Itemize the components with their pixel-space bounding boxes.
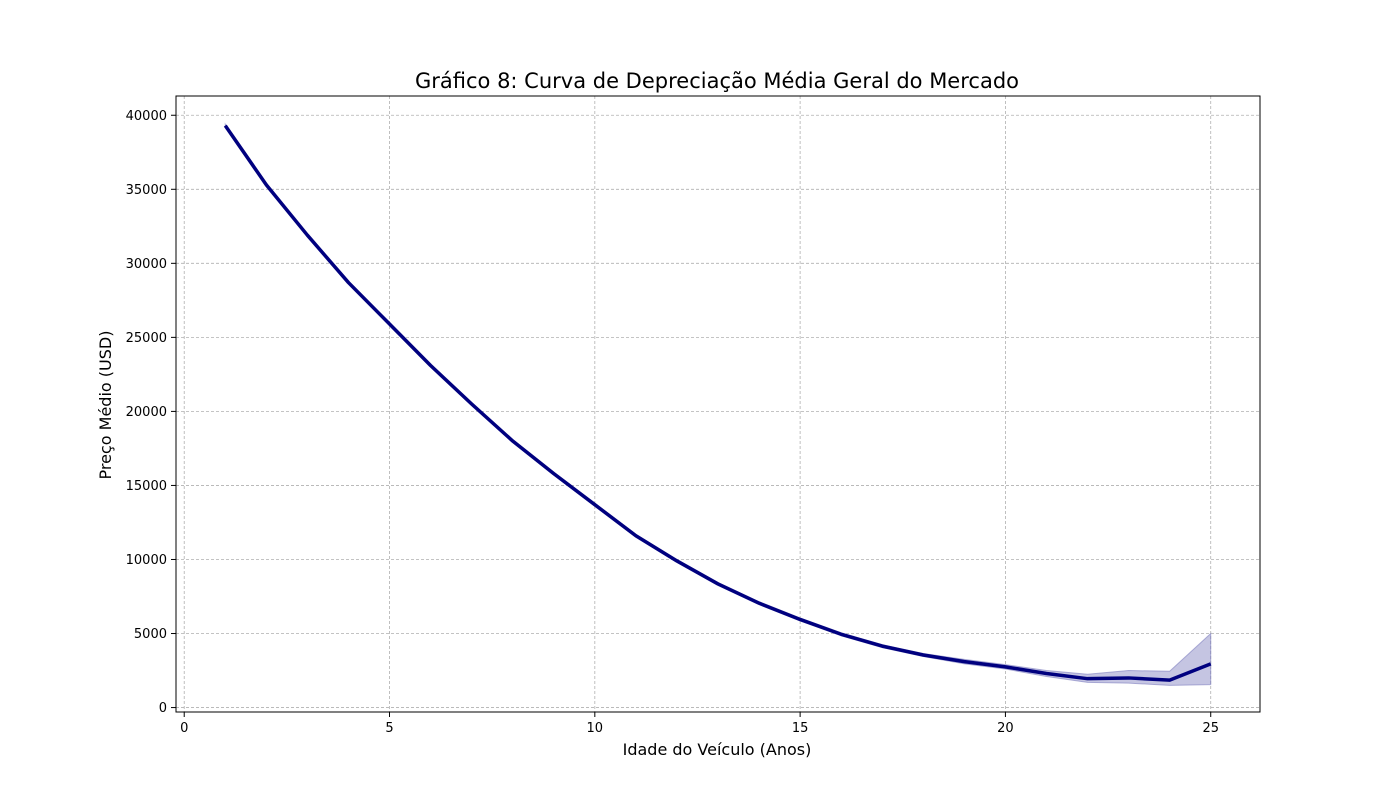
y-tick-label: 0: [159, 701, 167, 716]
x-tick-label: 25: [1202, 721, 1219, 736]
y-tick-label: 5000: [134, 627, 167, 642]
y-axis: 0 5000 10000 15000 20000 25000 30000 35000 40000: [126, 109, 176, 716]
x-tick-label: 0: [180, 721, 188, 736]
x-tick-label: 20: [997, 721, 1014, 736]
y-axis-label: Preço Médio (USD): [96, 331, 115, 480]
grid: [176, 96, 1260, 712]
x-axis: 0 5 10 15 20 25: [180, 712, 1219, 736]
y-tick-label: 20000: [126, 405, 167, 420]
y-tick-label: 25000: [126, 331, 167, 346]
series-line-layer: [223, 124, 1212, 682]
y-tick-label: 15000: [126, 479, 167, 494]
x-tick-label: 15: [792, 721, 809, 736]
plot-area-frame: [175, 95, 1261, 713]
y-tick-label: 10000: [126, 553, 167, 568]
y-tick-label: 40000: [126, 109, 167, 124]
x-axis-label: Idade do Veículo (Anos): [623, 740, 812, 759]
confidence-band-layer: [224, 122, 1212, 686]
y-tick-label: 35000: [126, 183, 167, 198]
x-tick-label: 5: [385, 721, 393, 736]
x-tick-label: 10: [587, 721, 604, 736]
confidence-band: [224, 122, 1212, 686]
chart-title: Gráfico 8: Curva de Depreciação Média Ge…: [415, 69, 1019, 93]
series-line: [223, 124, 1212, 682]
y-tick-label: 30000: [126, 257, 167, 272]
